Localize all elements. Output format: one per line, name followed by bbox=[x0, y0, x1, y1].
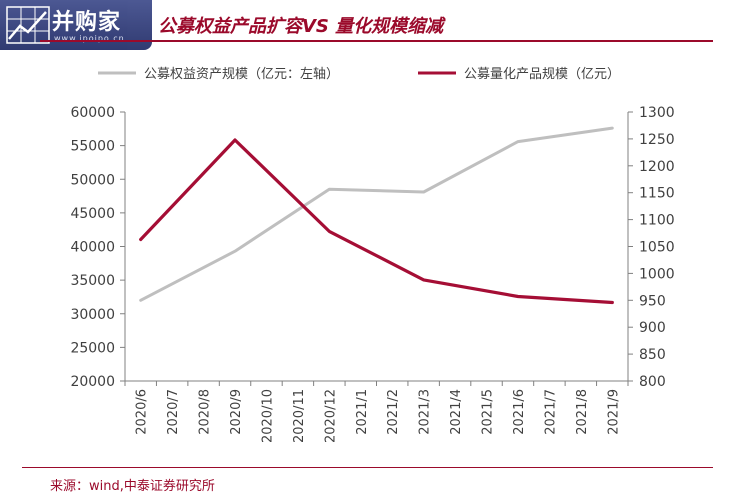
source-note: 来源：wind,中泰证券研究所 bbox=[50, 479, 215, 494]
y-right-tick-label: 1000 bbox=[639, 266, 675, 282]
series-line-quant bbox=[139, 138, 614, 305]
y-left-tick-label: 40000 bbox=[70, 240, 115, 256]
y-left-tick-label: 25000 bbox=[70, 340, 115, 356]
series-line-equity bbox=[139, 126, 614, 302]
y-right-tick-label: 1300 bbox=[639, 105, 675, 121]
y-left-tick-label: 20000 bbox=[70, 374, 115, 390]
x-tick-label: 2021/8 bbox=[575, 389, 590, 435]
x-tick-label: 2021/2 bbox=[386, 389, 401, 435]
x-tick-label: 2021/7 bbox=[543, 389, 558, 435]
y-right-tick-label: 1100 bbox=[639, 213, 675, 229]
legend-label-equity: 公募权益资产规模（亿元：左轴） bbox=[144, 66, 339, 82]
y-right-tick-label: 1250 bbox=[639, 132, 675, 148]
chart-logo-icon bbox=[6, 6, 50, 44]
y-right-tick-label: 950 bbox=[639, 293, 666, 309]
source-divider bbox=[22, 467, 713, 468]
x-tick-label: 2020/8 bbox=[198, 389, 213, 435]
y-right-tick-label: 850 bbox=[639, 347, 666, 363]
x-tick-label: 2020/12 bbox=[323, 389, 338, 443]
title-divider bbox=[40, 40, 713, 42]
logo-text: 并购家 bbox=[52, 10, 122, 35]
x-tick-label: 2021/5 bbox=[481, 389, 496, 435]
y-right-tick-label: 800 bbox=[639, 374, 666, 390]
x-tick-label: 2021/9 bbox=[606, 389, 621, 435]
y-left-tick-label: 50000 bbox=[70, 172, 115, 188]
y-left-tick-label: 60000 bbox=[70, 105, 115, 121]
y-left-tick-label: 55000 bbox=[70, 139, 115, 155]
x-tick-label: 2021/3 bbox=[418, 389, 433, 435]
x-tick-label: 2021/4 bbox=[449, 389, 464, 435]
x-tick-label: 2020/11 bbox=[292, 389, 307, 443]
y-left-tick-label: 30000 bbox=[70, 307, 115, 323]
y-left-tick-label: 35000 bbox=[70, 273, 115, 289]
x-tick-label: 2020/10 bbox=[260, 389, 275, 443]
y-left-tick-label: 45000 bbox=[70, 206, 115, 222]
x-tick-label: 2020/7 bbox=[166, 389, 181, 435]
y-right-tick-label: 900 bbox=[639, 320, 666, 336]
x-tick-label: 2020/9 bbox=[229, 389, 244, 435]
y-right-tick-label: 1200 bbox=[639, 159, 675, 175]
y-right-tick-label: 1050 bbox=[639, 240, 675, 256]
x-tick-label: 2021/6 bbox=[512, 389, 527, 435]
legend-label-quant: 公募量化产品规模（亿元） bbox=[464, 67, 620, 82]
x-tick-label: 2021/1 bbox=[355, 389, 370, 435]
x-tick-label: 2020/6 bbox=[135, 389, 150, 435]
logo-url: www.ipoipo.cn bbox=[54, 34, 125, 43]
chart-title: 公募权益产品扩容VS 量化规模缩减 bbox=[158, 16, 444, 37]
y-right-tick-label: 1150 bbox=[639, 186, 675, 202]
